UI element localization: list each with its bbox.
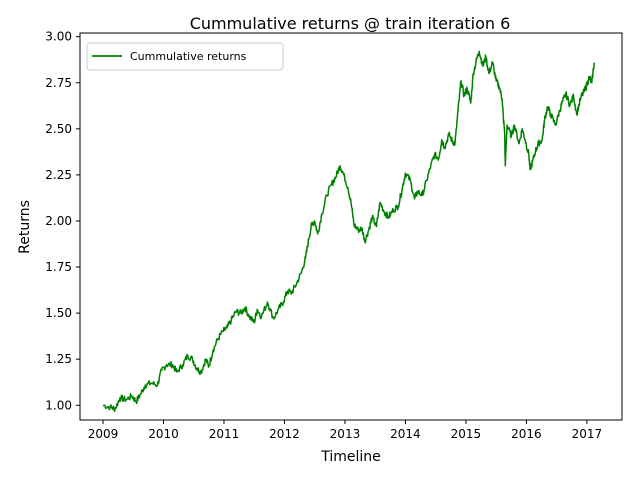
y-tick-label: 1.00 [45, 398, 72, 412]
x-tick-label: 2012 [269, 427, 300, 441]
y-tick-label: 2.50 [45, 122, 72, 136]
x-tick-label: 2009 [88, 427, 119, 441]
x-tick-label: 2017 [572, 427, 603, 441]
y-tick-label: 2.75 [45, 76, 72, 90]
y-tick-label: 2.25 [45, 168, 72, 182]
x-tick-label: 2010 [148, 427, 179, 441]
x-axis-title: Timeline [320, 449, 381, 465]
x-tick-label: 2015 [451, 427, 482, 441]
x-tick-label: 2011 [209, 427, 240, 441]
legend: Cummulative returns [86, 42, 284, 71]
x-tick-label: 2013 [330, 427, 361, 441]
legend-box [86, 42, 284, 71]
chart-title: Cummulative returns @ train iteration 6 [190, 14, 511, 33]
y-tick-label: 1.75 [45, 260, 72, 274]
x-axis: 2009 2010 2011 2012 2013 2014 2015 2016 2017 [88, 420, 602, 441]
series-layer [102, 50, 595, 413]
y-axis: 1.00 1.25 1.50 1.75 2.00 2.25 2.50 2.75 3.00 [45, 30, 80, 412]
legend-label: Cummulative returns [130, 50, 247, 63]
y-tick-label: 3.00 [45, 30, 72, 44]
plot-frame [79, 32, 623, 421]
x-tick-label: 2014 [390, 427, 421, 441]
y-axis-title: Returns [17, 200, 33, 254]
y-tick-label: 2.00 [45, 214, 72, 228]
y-tick-label: 1.50 [45, 306, 72, 320]
series-line [102, 50, 595, 413]
x-tick-label: 2016 [511, 427, 542, 441]
y-tick-label: 1.25 [45, 352, 72, 366]
